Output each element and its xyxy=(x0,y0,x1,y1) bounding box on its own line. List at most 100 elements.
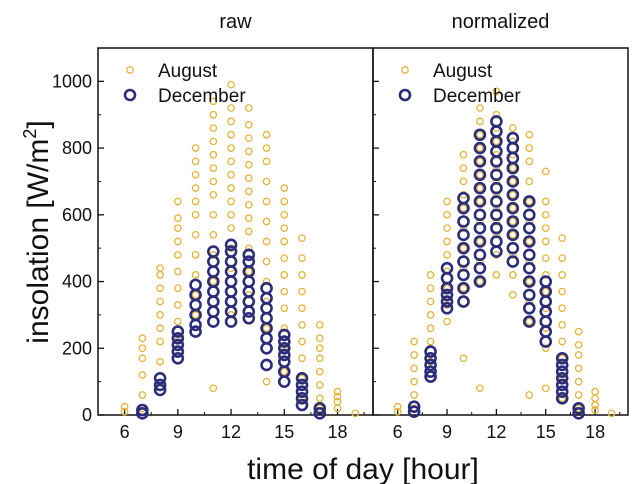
august-point xyxy=(315,334,324,343)
august-point xyxy=(525,297,534,306)
august-point xyxy=(476,184,484,192)
august-point xyxy=(244,187,253,196)
august-point xyxy=(476,170,484,179)
august-point xyxy=(173,214,182,223)
august-point xyxy=(541,210,550,219)
december-point xyxy=(457,201,470,215)
series-december xyxy=(136,238,327,420)
august-point xyxy=(525,317,534,326)
december-point xyxy=(473,248,487,262)
december-point xyxy=(490,208,503,222)
december-point xyxy=(171,345,185,358)
august-point xyxy=(156,297,164,306)
august-point xyxy=(280,344,289,353)
august-point xyxy=(138,371,147,379)
august-point xyxy=(459,164,468,172)
panel-title: normalized xyxy=(452,11,550,33)
august-point xyxy=(138,334,147,343)
december-point xyxy=(457,241,470,255)
august-point xyxy=(244,160,253,169)
plot-frame xyxy=(372,47,629,416)
december-point xyxy=(313,402,327,415)
august-point xyxy=(443,237,451,246)
august-point xyxy=(227,144,235,152)
august-point xyxy=(227,184,235,192)
y-axis-label-sup: 2 xyxy=(20,129,40,139)
december-point xyxy=(242,248,256,262)
august-point xyxy=(262,157,271,166)
august-point xyxy=(492,190,501,199)
december-point xyxy=(490,181,503,195)
december-point xyxy=(522,301,536,315)
august-point xyxy=(476,104,484,112)
december-point xyxy=(522,315,536,328)
x-tick-label: 15 xyxy=(536,422,556,442)
august-point xyxy=(492,177,501,186)
august-point xyxy=(443,224,451,233)
december-point xyxy=(424,370,437,383)
august-point xyxy=(298,354,306,363)
august-point xyxy=(508,190,517,199)
december-point xyxy=(189,318,202,332)
december-point xyxy=(277,328,291,342)
august-point xyxy=(262,257,271,266)
august-point xyxy=(191,291,200,299)
august-point xyxy=(209,137,218,146)
august-point xyxy=(558,394,567,403)
august-point xyxy=(393,402,402,411)
august-point xyxy=(443,197,451,206)
legend-label-august: August xyxy=(158,61,218,82)
legend-label-december: December xyxy=(433,86,521,107)
august-point xyxy=(459,244,468,253)
december-point xyxy=(457,295,470,308)
december-point xyxy=(555,378,569,392)
august-point xyxy=(280,210,289,219)
august-point xyxy=(574,341,583,349)
august-point xyxy=(558,337,567,346)
august-point xyxy=(173,301,182,309)
august-point xyxy=(209,277,218,286)
august-point xyxy=(591,394,599,403)
august-point xyxy=(443,251,451,259)
december-point xyxy=(260,311,273,325)
august-point xyxy=(574,391,583,399)
december-point xyxy=(473,261,487,275)
x-tick-label: 12 xyxy=(221,422,241,442)
august-point xyxy=(525,144,534,152)
december-point xyxy=(457,255,470,268)
december-point xyxy=(473,235,487,248)
august-point xyxy=(558,234,567,243)
legend-label-august: August xyxy=(433,61,493,82)
august-point xyxy=(459,224,468,233)
august-point xyxy=(227,197,235,206)
august-point xyxy=(315,394,324,403)
august-point xyxy=(410,377,418,386)
december-point xyxy=(440,281,454,295)
august-point xyxy=(244,214,253,223)
august-point xyxy=(244,227,253,236)
december-point xyxy=(490,155,503,168)
august-point xyxy=(333,404,342,413)
august-point xyxy=(607,409,616,418)
august-point xyxy=(410,351,418,359)
december-point xyxy=(440,301,454,315)
august-point xyxy=(541,344,550,353)
december-point xyxy=(522,235,536,248)
december-point xyxy=(457,215,470,228)
august-point xyxy=(315,321,324,329)
december-point xyxy=(277,375,291,388)
august-point xyxy=(410,364,418,373)
december-point xyxy=(522,221,536,235)
december-point xyxy=(295,398,309,412)
august-point xyxy=(492,230,501,239)
august-point xyxy=(244,147,253,156)
august-point xyxy=(541,254,550,263)
august-point xyxy=(209,150,218,159)
august-point xyxy=(333,392,342,401)
august-point xyxy=(525,237,534,246)
december-point xyxy=(490,195,503,208)
december-point xyxy=(473,221,487,235)
august-point xyxy=(156,357,164,366)
december-point xyxy=(473,155,487,168)
august-point xyxy=(298,254,306,263)
